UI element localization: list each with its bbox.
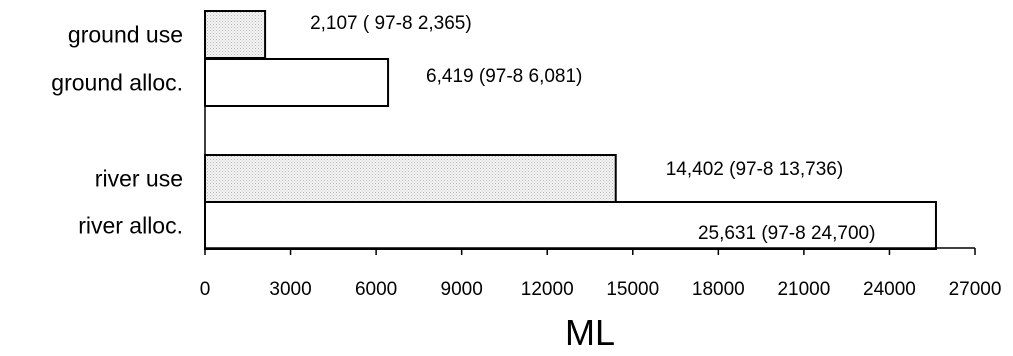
bars-group — [204, 10, 937, 250]
data-label-ground-use: 2,107 ( 97-8 2,365) — [310, 13, 472, 34]
data-label-river-alloc: 25,631 (97-8 24,700) — [698, 223, 875, 244]
bar-ground-use — [204, 10, 267, 59]
category-label-ground-use: ground use — [68, 22, 183, 48]
bar-river-use — [204, 154, 617, 203]
data-label-ground-alloc: 6,419 (97-8 6,081) — [426, 66, 582, 87]
x-tick-label: 12000 — [521, 279, 574, 300]
category-label-ground-alloc: ground alloc. — [51, 70, 183, 96]
x-tick-label: 3000 — [269, 279, 311, 300]
x-tick-label: 15000 — [606, 279, 659, 300]
x-tick-label: 9000 — [441, 279, 483, 300]
category-label-river-use: river use — [95, 166, 183, 192]
x-axis-title: ML — [565, 312, 615, 353]
x-tick-label: 24000 — [863, 279, 916, 300]
labels-group: ground use 2,107 ( 97-8 2,365) ground allo… — [51, 13, 875, 244]
x-tick-label: 0 — [200, 279, 211, 300]
x-tick-label: 6000 — [355, 279, 397, 300]
bar-ground-alloc — [204, 58, 390, 107]
x-tick-label: 18000 — [692, 279, 745, 300]
data-label-river-use: 14,402 (97-8 13,736) — [666, 159, 843, 180]
x-tick-label: 27000 — [949, 279, 1002, 300]
category-label-river-alloc: river alloc. — [78, 213, 183, 239]
bar-river-alloc — [204, 201, 937, 250]
x-tick-label: 21000 — [777, 279, 830, 300]
axes-group: 0 3000 6000 9000 12000 15000 18000 21000 24000 27… — [200, 10, 1002, 353]
